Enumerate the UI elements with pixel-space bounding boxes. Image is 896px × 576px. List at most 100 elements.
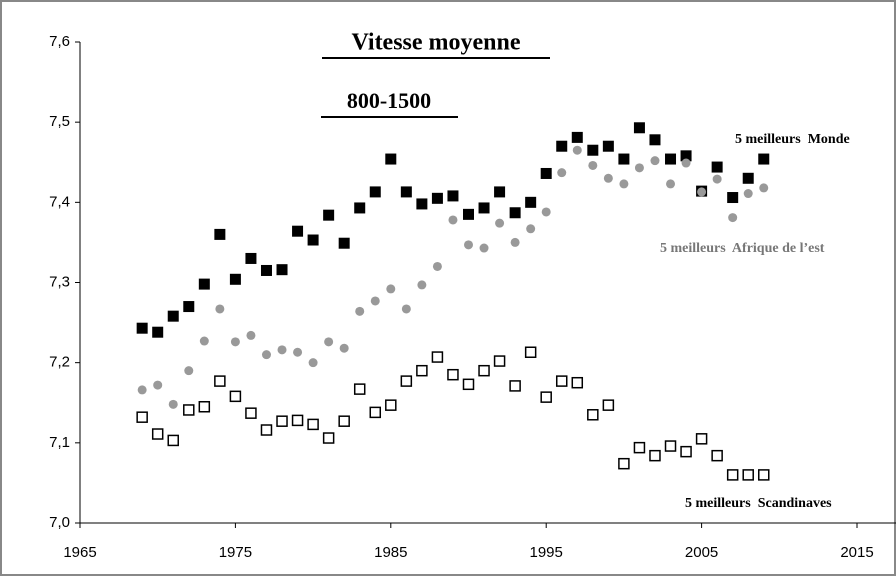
point bbox=[245, 407, 257, 419]
point bbox=[198, 401, 211, 413]
point bbox=[479, 243, 489, 253]
point bbox=[229, 390, 242, 403]
point bbox=[369, 406, 382, 419]
y-tick-label: 7,4 bbox=[49, 193, 70, 210]
point bbox=[448, 215, 458, 225]
point bbox=[478, 364, 490, 377]
point bbox=[665, 153, 677, 165]
point bbox=[400, 186, 412, 198]
point bbox=[447, 190, 459, 202]
y-tick-label: 7,6 bbox=[49, 33, 70, 50]
point bbox=[137, 385, 147, 395]
point bbox=[463, 208, 474, 220]
point bbox=[291, 414, 304, 427]
point bbox=[167, 434, 179, 447]
point bbox=[260, 264, 272, 276]
point bbox=[650, 156, 660, 166]
point bbox=[183, 404, 195, 416]
point bbox=[587, 144, 599, 156]
point bbox=[338, 237, 350, 249]
point bbox=[555, 375, 568, 387]
point bbox=[370, 296, 380, 306]
point bbox=[510, 237, 520, 247]
point bbox=[215, 304, 225, 314]
point bbox=[588, 160, 598, 170]
point bbox=[354, 202, 366, 214]
point bbox=[633, 441, 646, 454]
x-tick-label: 2005 bbox=[685, 544, 718, 561]
point bbox=[385, 153, 397, 165]
point bbox=[540, 391, 552, 403]
point bbox=[323, 209, 335, 221]
point bbox=[417, 280, 427, 290]
point bbox=[649, 449, 661, 462]
point bbox=[353, 383, 366, 395]
point bbox=[742, 172, 754, 184]
point bbox=[602, 399, 615, 411]
point bbox=[338, 415, 350, 427]
point bbox=[525, 196, 537, 208]
point bbox=[308, 358, 318, 368]
point bbox=[618, 153, 630, 165]
point bbox=[541, 207, 551, 217]
point bbox=[385, 399, 397, 411]
point bbox=[246, 330, 256, 340]
point bbox=[324, 337, 334, 347]
point bbox=[400, 375, 413, 387]
point bbox=[494, 186, 506, 198]
point bbox=[464, 240, 473, 250]
point bbox=[431, 351, 444, 363]
point bbox=[386, 284, 396, 294]
point bbox=[571, 131, 583, 143]
point bbox=[493, 355, 506, 367]
series-label: 5 meilleurs Afrique de l’est bbox=[660, 241, 825, 256]
chart-subtitle: 800-1500 bbox=[347, 88, 431, 113]
point bbox=[276, 264, 288, 276]
point bbox=[728, 213, 738, 223]
point bbox=[307, 234, 319, 246]
point bbox=[726, 469, 739, 481]
point bbox=[495, 218, 505, 228]
point bbox=[293, 347, 303, 357]
point bbox=[634, 163, 644, 173]
point bbox=[649, 134, 661, 146]
x-tick-label: 1965 bbox=[63, 544, 96, 561]
point bbox=[431, 192, 443, 204]
point bbox=[759, 183, 769, 193]
point bbox=[571, 376, 584, 389]
point bbox=[711, 161, 723, 173]
x-tick-label: 1985 bbox=[374, 544, 407, 561]
point bbox=[307, 418, 319, 431]
point bbox=[292, 225, 304, 237]
point bbox=[214, 375, 226, 387]
point bbox=[230, 337, 240, 347]
point bbox=[447, 368, 459, 381]
y-tick-label: 7,5 bbox=[49, 113, 70, 130]
point bbox=[557, 168, 567, 178]
point bbox=[681, 158, 691, 168]
point bbox=[322, 432, 335, 444]
point bbox=[587, 409, 599, 421]
point bbox=[462, 378, 475, 391]
point bbox=[260, 424, 273, 436]
series-label: 5 meilleurs Monde bbox=[735, 132, 850, 147]
point bbox=[680, 150, 692, 162]
x-tick-label: 1975 bbox=[219, 544, 252, 561]
point bbox=[619, 179, 629, 189]
point bbox=[214, 228, 226, 240]
x-tick-label: 2015 bbox=[840, 544, 873, 561]
point bbox=[245, 252, 257, 264]
y-tick-label: 7,1 bbox=[49, 434, 70, 451]
point bbox=[618, 457, 630, 470]
point bbox=[355, 306, 365, 316]
point bbox=[680, 445, 692, 458]
point bbox=[727, 192, 739, 204]
point bbox=[556, 140, 568, 152]
point bbox=[151, 428, 164, 440]
point bbox=[198, 278, 210, 290]
point bbox=[711, 449, 723, 462]
point bbox=[602, 140, 614, 152]
point bbox=[509, 207, 521, 219]
point bbox=[401, 304, 411, 314]
